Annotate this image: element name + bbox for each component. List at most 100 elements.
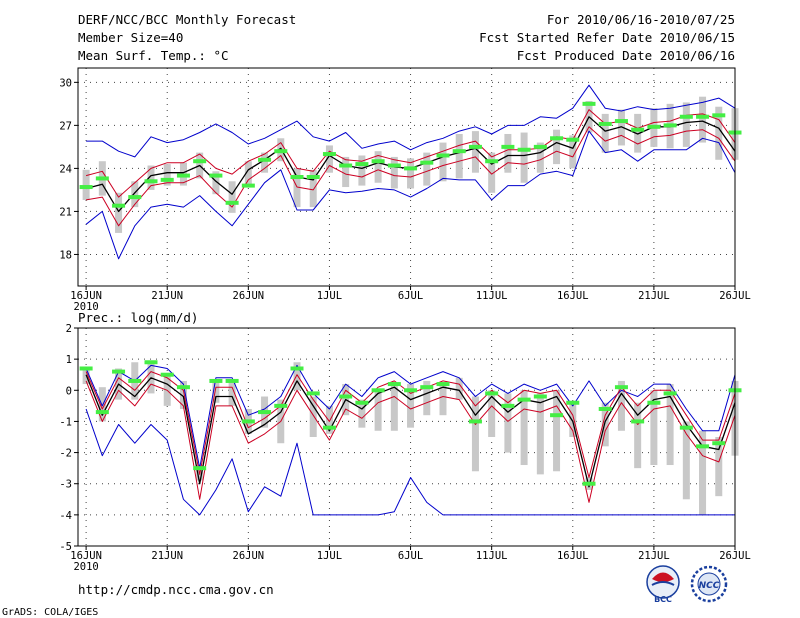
precip-observed-marker	[274, 403, 288, 408]
precip-observed-marker	[387, 382, 401, 387]
temp-observed-marker	[355, 162, 369, 167]
temp-observed-marker	[663, 123, 677, 128]
temp-member-box	[147, 165, 155, 190]
temp-member-box	[163, 164, 171, 186]
precip-member-box	[488, 390, 496, 437]
temp-series-upper	[85, 109, 736, 198]
precip-observed-marker	[339, 394, 353, 399]
temp-observed-marker	[631, 127, 645, 132]
temp-member-box	[212, 171, 220, 195]
temp-member-box	[261, 152, 269, 173]
precip-member-box	[569, 402, 577, 437]
precip-ytick-label: -1	[59, 416, 72, 428]
precip-ytick-label: 2	[66, 323, 72, 335]
variable-label: Mean Surf. Temp.: °C	[78, 48, 229, 63]
precip-observed-marker	[663, 391, 677, 396]
precip-xtick-label: 21JUL	[638, 550, 670, 562]
precip-observed-marker	[582, 481, 596, 486]
temp-observed-marker	[209, 173, 223, 178]
forecast-period: For 2010/06/16-2010/07/25	[547, 12, 735, 27]
temp-member-box	[569, 135, 577, 169]
temp-observed-marker	[452, 149, 466, 154]
temp-xtick-label: 26JUL	[719, 290, 751, 302]
precip-member-box	[407, 384, 415, 428]
temp-observed-marker	[322, 152, 336, 157]
precip-observed-marker	[550, 413, 564, 418]
precip-observed-marker	[468, 419, 482, 424]
temp-y-axis: 18 21 24 27 30	[59, 77, 78, 261]
temp-observed-marker	[193, 159, 207, 164]
temp-observed-marker	[176, 173, 190, 178]
temp-ytick-label: 18	[59, 249, 72, 261]
precip-observed-marker	[404, 388, 418, 393]
temp-observed-marker	[517, 147, 531, 152]
precip-observed-marker	[95, 410, 109, 415]
ncc-logo-label: NCC	[699, 581, 720, 591]
precip-ytick-label: -3	[59, 479, 72, 491]
precip-ytick-label: -2	[59, 448, 72, 460]
temp-xtick-label: 11JUL	[476, 290, 508, 302]
temp-observed-marker	[501, 144, 515, 149]
temp-xtick-label: 21JUL	[638, 290, 670, 302]
precip-xtick-label: 16JUL	[557, 550, 589, 562]
temp-member-box	[423, 152, 431, 186]
grads-credit: GrADS: COLA/IGES	[2, 607, 98, 618]
precip-member-box	[536, 393, 544, 475]
precip-member-box	[601, 402, 609, 447]
temp-series-max	[86, 84, 736, 158]
precip-member-box	[358, 399, 366, 428]
precip-xtick-label: 26JUL	[719, 550, 751, 562]
temp-observed-marker	[436, 153, 450, 158]
precip-xtick-label: 16JUN	[70, 550, 102, 562]
precip-member-box	[423, 380, 431, 416]
temp-observed-marker	[241, 183, 255, 188]
precip-member-box	[666, 384, 674, 466]
precip-xtick-label: 26JUN	[233, 550, 265, 562]
temp-ytick-label: 30	[59, 77, 72, 89]
temp-member-box	[439, 142, 447, 182]
source-url[interactable]: http://cmdp.ncc.cma.gov.cn	[78, 582, 274, 597]
bcc-logo-swirl	[652, 572, 674, 582]
precip-observed-marker	[193, 466, 207, 471]
bcc-logo: BCC	[646, 565, 680, 604]
forecast-produced-date: Fcst Produced Date 2010/06/16	[517, 48, 735, 63]
precip-member-box	[520, 390, 528, 466]
temp-xtick-label: 1JUL	[317, 290, 342, 302]
temp-member-box	[504, 133, 512, 173]
precip-observed-marker	[112, 369, 126, 374]
temp-observed-marker	[696, 114, 710, 119]
temp-member-box	[82, 169, 90, 200]
precip-member-box	[309, 396, 317, 437]
temp-member-box	[601, 113, 609, 153]
precip-member-box	[699, 430, 707, 515]
temp-xtick-label: 16JUN	[70, 290, 102, 302]
precip-member-box	[504, 393, 512, 453]
temp-observed-marker	[712, 113, 726, 118]
precip-observed-marker	[501, 403, 515, 408]
precip-observed	[79, 360, 742, 486]
precip-member-box	[617, 380, 625, 431]
bcc-logo-label: BCC	[654, 595, 672, 604]
forecast-start-date: Fcst Started Refer Date 2010/06/15	[479, 30, 735, 45]
precip-xtick-label: 21JUN	[151, 550, 183, 562]
temp-observed-marker	[79, 185, 93, 190]
temp-member-box	[115, 192, 123, 233]
temp-observed-marker	[679, 114, 693, 119]
precip-observed-marker	[225, 378, 239, 383]
precip-member-box	[98, 387, 106, 422]
precip-observed-marker	[533, 394, 547, 399]
precip-member-box	[471, 396, 479, 472]
temp-xtick-label: 21JUN	[151, 290, 183, 302]
precip-xtick-label: 6JUL	[398, 550, 423, 562]
precip-xtick-year: 2010	[73, 561, 98, 573]
temp-observed-marker	[274, 149, 288, 154]
member-size-label: Member Size=40	[78, 30, 183, 45]
precip-observed-marker	[176, 385, 190, 390]
temp-observed-marker	[339, 163, 353, 168]
temp-member-box	[293, 168, 301, 208]
precip-observed-marker	[647, 400, 661, 405]
precip-series-mean	[85, 374, 736, 488]
temp-member-box	[471, 131, 479, 173]
